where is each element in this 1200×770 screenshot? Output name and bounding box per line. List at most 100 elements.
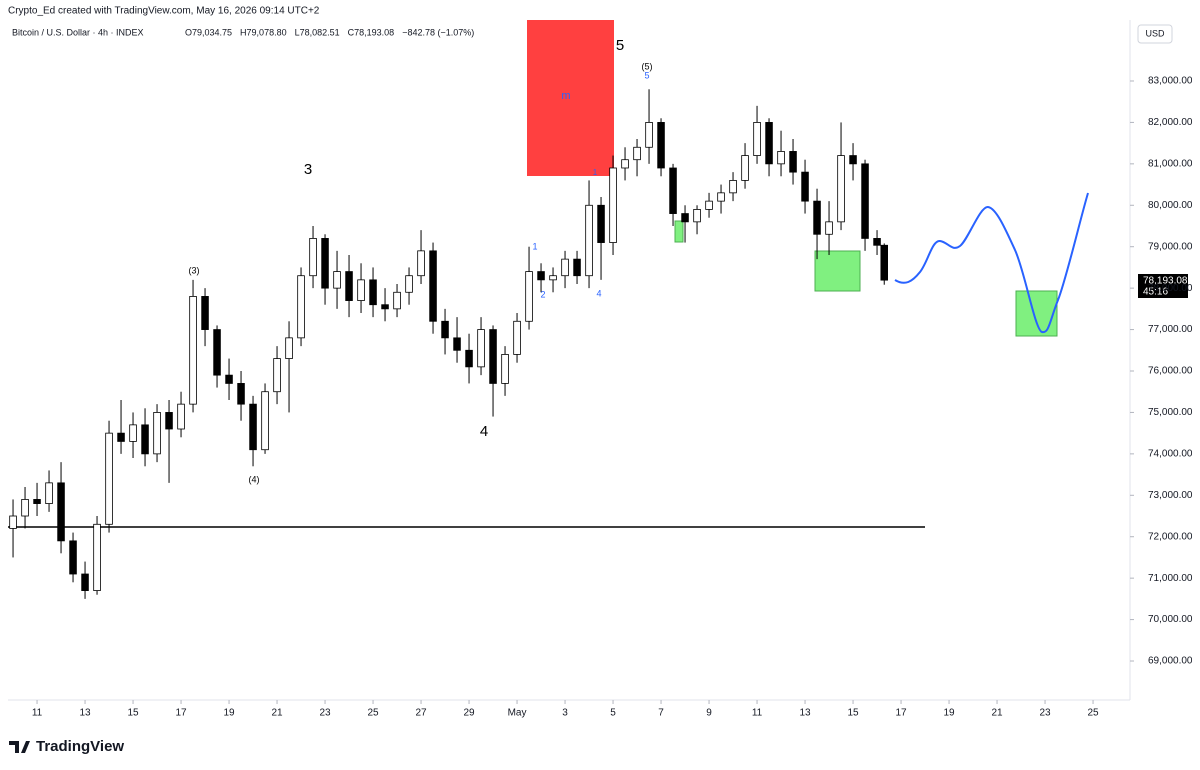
candle-body — [237, 383, 245, 405]
ohlc-value: H79,078.80 — [240, 27, 287, 37]
candle-body — [45, 482, 53, 504]
x-tick-label: 17 — [895, 708, 907, 719]
x-tick-label: 27 — [415, 708, 427, 719]
candle-body — [861, 163, 869, 239]
y-tick-label: 82,000.00 — [1148, 117, 1193, 128]
candle-body — [285, 337, 293, 359]
candle-body — [177, 403, 185, 430]
candle-body — [657, 122, 665, 169]
y-tick-label: 81,000.00 — [1148, 158, 1193, 169]
currency: USD — [1145, 28, 1165, 38]
ohlc-value: C78,193.08 — [348, 27, 395, 37]
candle-body — [357, 279, 365, 301]
x-tick-label: 13 — [799, 708, 811, 719]
candle-body — [93, 523, 101, 591]
candle-body — [129, 424, 137, 442]
candle-body — [465, 349, 473, 368]
candles — [9, 89, 889, 599]
candle-body — [69, 540, 77, 575]
candle-body — [249, 403, 257, 451]
x-tick-label: 21 — [991, 708, 1003, 719]
y-tick-label: 77,000.00 — [1148, 324, 1193, 335]
red-zone — [527, 20, 614, 176]
wave-label: 4 — [480, 423, 488, 440]
x-tick-label: 7 — [658, 708, 664, 719]
candle-body — [753, 122, 761, 156]
last-price: 78,193.08 — [1143, 276, 1188, 287]
candle-body — [417, 250, 425, 277]
y-tick-label: 80,000.00 — [1148, 200, 1193, 211]
candle-body — [669, 167, 677, 214]
x-tick-label: 11 — [32, 708, 43, 719]
brand-logo: TradingView — [9, 738, 124, 755]
x-tick-label: 3 — [562, 708, 568, 719]
candle-body — [561, 258, 569, 277]
last-price-box — [1138, 274, 1188, 298]
ohlc-legend: O79,034.75 H79,078.80 L78,082.51 C78,193.08… — [185, 27, 474, 37]
wave-label: 2 — [540, 289, 545, 299]
candle-body — [21, 499, 29, 517]
y-tick-label: 70,000.00 — [1148, 614, 1193, 625]
candle-body — [880, 244, 889, 281]
projection-path — [894, 192, 1089, 334]
candle-body — [801, 171, 809, 202]
x-tick-label: 15 — [127, 708, 139, 719]
candle-body — [741, 155, 749, 181]
x-tick-label: 15 — [847, 708, 859, 719]
candle-body — [705, 200, 713, 210]
candle-body — [309, 238, 317, 277]
y-tick-label: 74,000.00 — [1148, 449, 1193, 460]
green-zone — [1015, 290, 1058, 337]
ohlc-value: −842.78 (−1.07%) — [402, 27, 474, 37]
y-tick-label: 72,000.00 — [1148, 531, 1193, 542]
x-tick-label: 25 — [1087, 708, 1099, 719]
candle-body — [453, 337, 461, 351]
brand: TradingView — [36, 738, 124, 755]
candle-body — [321, 238, 329, 289]
x-tick-label: May — [508, 708, 527, 719]
candle-body — [813, 200, 821, 235]
candle-body — [441, 320, 449, 339]
candle-body — [645, 122, 653, 148]
candle-body — [33, 499, 41, 504]
candle-body — [873, 238, 881, 246]
candle-body — [621, 159, 629, 169]
y-tick-label: 73,000.00 — [1148, 490, 1193, 501]
candle-body — [693, 209, 701, 223]
candle-body — [513, 320, 521, 355]
candle-body — [597, 204, 605, 243]
wave-label: 3 — [304, 161, 312, 178]
ohlc-value: O79,034.75 — [185, 27, 232, 37]
y-tick-label: 75,000.00 — [1148, 407, 1193, 418]
candle-body — [393, 291, 401, 310]
candle-body — [825, 221, 833, 235]
candle-body — [225, 374, 233, 384]
wave-label: (4) — [249, 474, 260, 484]
candle-body — [297, 275, 305, 339]
x-tick-label: 29 — [463, 708, 475, 719]
candle-body — [549, 275, 557, 281]
candle-body — [141, 424, 149, 455]
y-tick-label: 69,000.00 — [1148, 656, 1193, 667]
candle-body — [429, 250, 437, 322]
x-tick-label: 21 — [271, 708, 283, 719]
candle-body — [345, 271, 353, 301]
x-tick-label: 11 — [752, 708, 763, 719]
candle-body — [153, 412, 161, 455]
candle-body — [201, 296, 209, 330]
x-tick-label: 9 — [706, 708, 712, 719]
candle-body — [573, 258, 581, 277]
candle-body — [633, 146, 641, 161]
candle-body — [789, 151, 797, 173]
green-zone — [814, 250, 861, 292]
candle-body — [117, 432, 125, 442]
candle-body — [837, 155, 845, 223]
candle-body — [189, 296, 197, 405]
x-tick-label: 23 — [1039, 708, 1051, 719]
wave-label: 1 — [593, 168, 598, 177]
candle-body — [489, 329, 497, 384]
candle-body — [405, 275, 413, 293]
y-tick-label: 78,000.00 — [1148, 283, 1193, 294]
currency-box[interactable] — [1137, 24, 1173, 44]
